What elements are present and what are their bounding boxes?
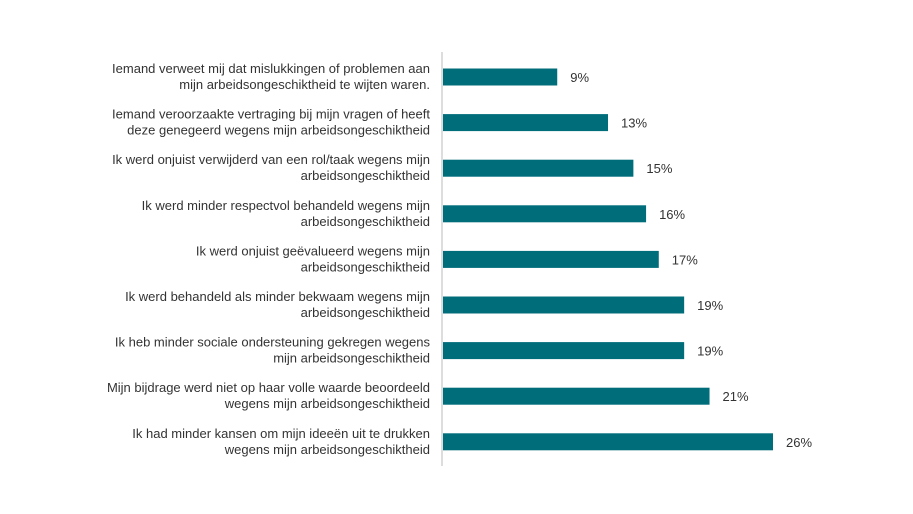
data-label: 26% <box>786 435 812 450</box>
data-label: 21% <box>723 389 749 404</box>
category-label-line: wegens mijn arbeidsongeschiktheid <box>224 396 430 411</box>
data-label: 19% <box>697 298 723 313</box>
data-label: 16% <box>659 207 685 222</box>
bar <box>443 342 685 360</box>
bar <box>443 159 634 177</box>
category-label-line: Ik had minder kansen om mijn ideeën uit … <box>132 426 430 441</box>
category-label: Iemand veroorzaakte vertraging bij mijn … <box>112 107 430 138</box>
category-label-line: Iemand verweet mij dat mislukkingen of p… <box>112 61 430 76</box>
data-label: 19% <box>697 344 723 359</box>
category-label: Ik werd onjuist verwijderd van een rol/t… <box>112 152 430 183</box>
category-label-line: arbeidsongeschiktheid <box>301 305 430 320</box>
data-label: 9% <box>570 70 589 85</box>
bar <box>443 387 710 405</box>
value-labels-group: 9% 13% 15% 16% 17% 19% 19% 21% 26% <box>570 70 812 450</box>
category-label: Mijn bijdrage werd niet op haar volle wa… <box>107 380 430 411</box>
data-label: 15% <box>646 161 672 176</box>
bar <box>443 114 608 132</box>
bar <box>443 433 773 451</box>
category-label-line: Ik werd minder respectvol behandeld wege… <box>142 198 430 213</box>
category-label: Ik werd behandeld als minder bekwaam weg… <box>125 289 430 320</box>
category-label-line: Ik werd onjuist geëvalueerd wegens mijn <box>196 243 430 258</box>
category-labels-group: Iemand verweet mij dat mislukkingen of p… <box>107 61 431 457</box>
category-label: Ik had minder kansen om mijn ideeën uit … <box>132 426 430 457</box>
data-label: 17% <box>672 252 698 267</box>
data-label: 13% <box>621 116 647 131</box>
category-label: Ik werd onjuist geëvalueerd wegens mijn a… <box>196 243 430 274</box>
category-label-line: wegens mijn arbeidsongeschiktheid <box>224 442 430 457</box>
bar <box>443 296 685 314</box>
bar <box>443 68 558 86</box>
category-label-line: Ik werd behandeld als minder bekwaam weg… <box>125 289 430 304</box>
category-label-line: mijn arbeidsongeschiktheid <box>273 351 430 366</box>
category-label: Ik heb minder sociale ondersteuning gekr… <box>115 335 431 366</box>
category-label-line: Iemand veroorzaakte vertraging bij mijn … <box>112 107 430 122</box>
category-label: Ik werd minder respectvol behandeld wege… <box>142 198 430 229</box>
category-label-line: arbeidsongeschiktheid <box>301 259 430 274</box>
category-label-line: arbeidsongeschiktheid <box>301 168 430 183</box>
bar <box>443 205 647 223</box>
category-label-line: Ik werd onjuist verwijderd van een rol/t… <box>112 152 430 167</box>
category-label-line: mijn arbeidsongeschiktheid te wijten war… <box>179 77 430 92</box>
category-label-line: deze genegeerd wegens mijn arbeidsongesc… <box>127 123 430 138</box>
category-label-line: Ik heb minder sociale ondersteuning gekr… <box>115 335 431 350</box>
category-label: Iemand verweet mij dat mislukkingen of p… <box>112 61 430 92</box>
bars-group <box>443 68 773 451</box>
category-label-line: Mijn bijdrage werd niet op haar volle wa… <box>107 380 430 395</box>
category-label-line: arbeidsongeschiktheid <box>301 214 430 229</box>
bar <box>443 250 659 268</box>
